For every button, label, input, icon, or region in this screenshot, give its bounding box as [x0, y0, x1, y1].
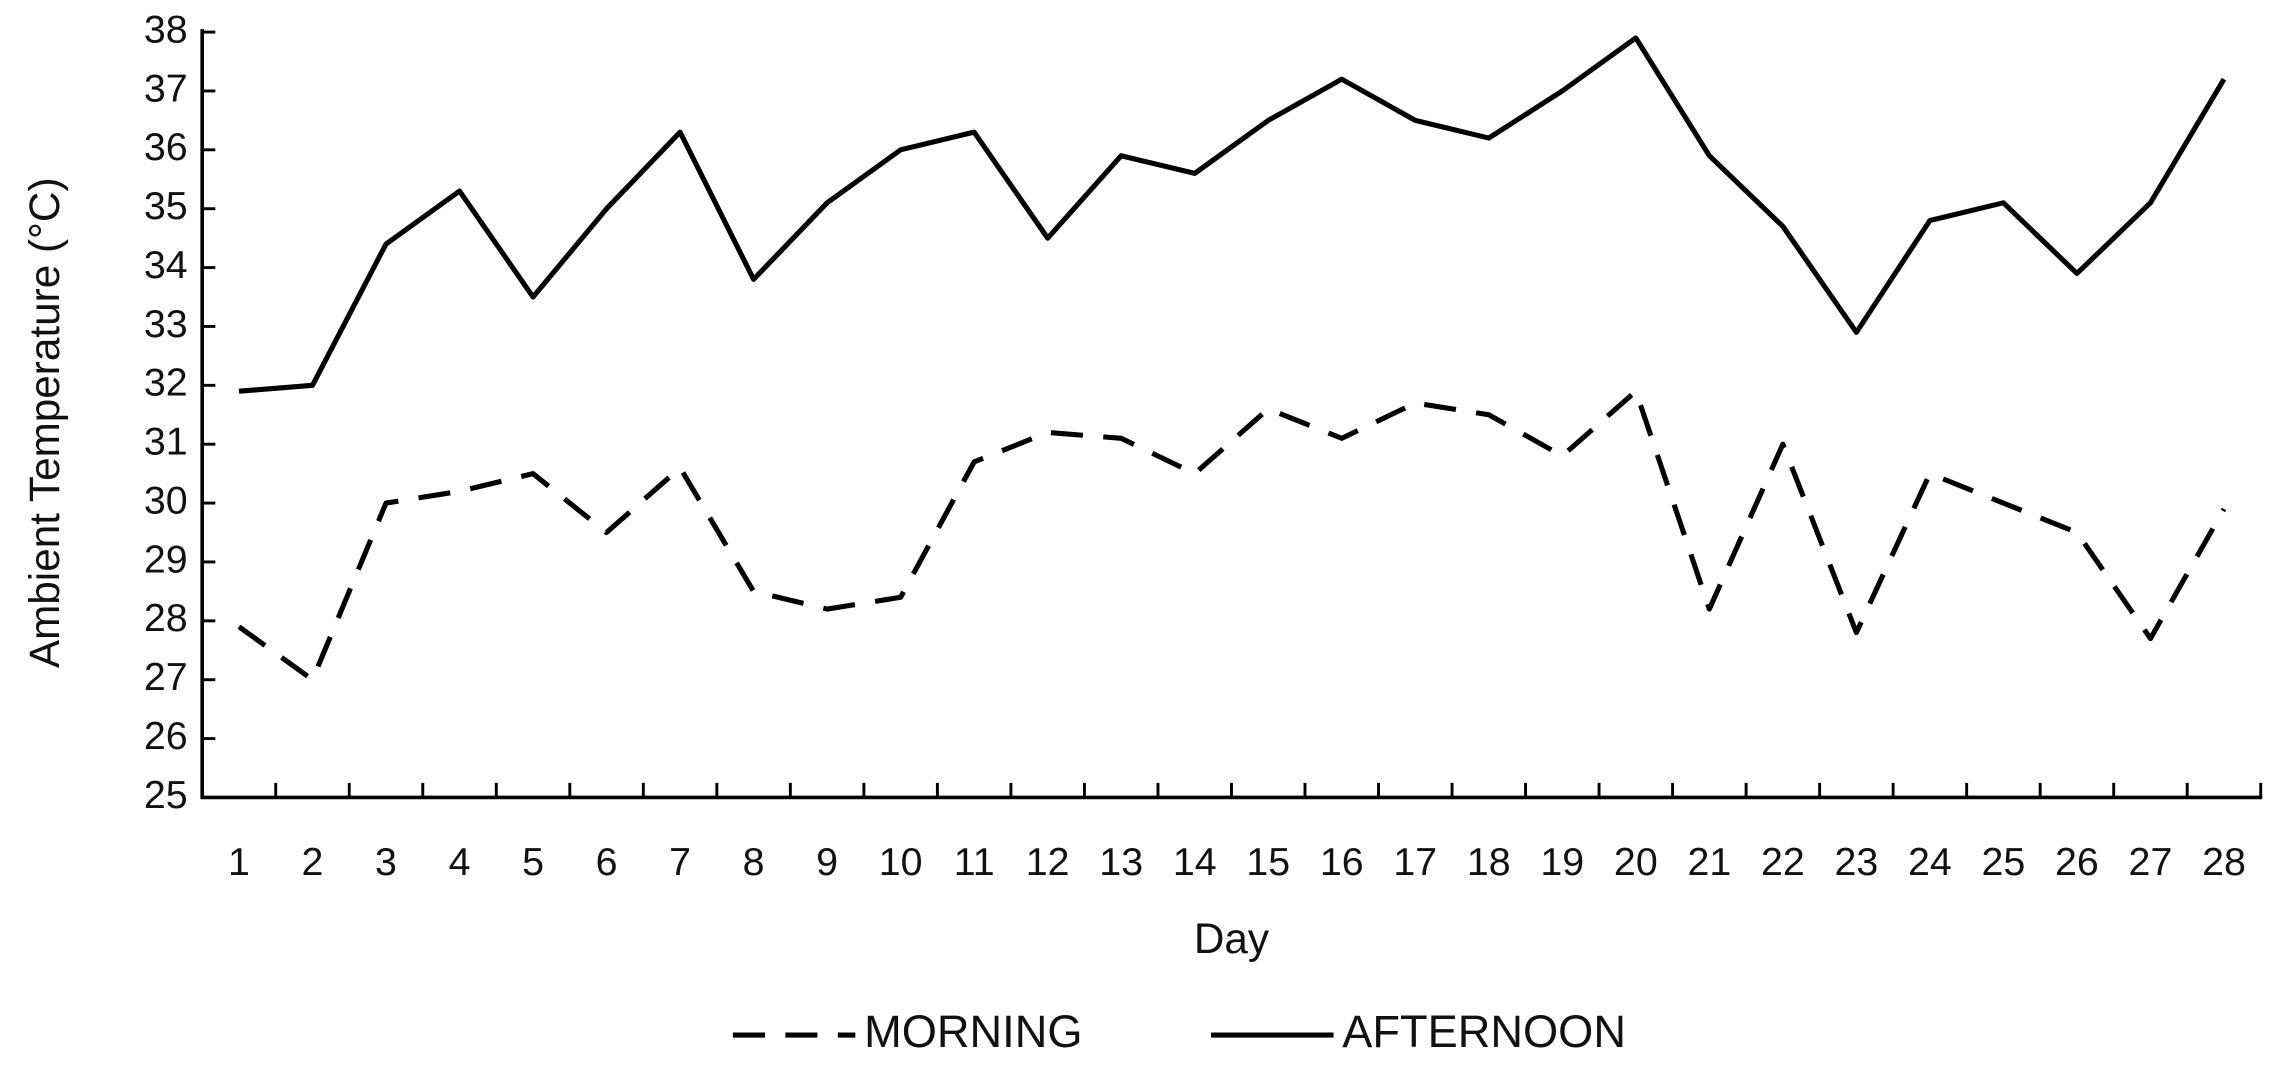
x-tick-label: 6 — [596, 840, 618, 884]
x-tick-label: 9 — [816, 840, 838, 884]
x-tick-label: 3 — [375, 840, 397, 884]
x-tick-label: 10 — [879, 840, 923, 884]
y-tick-label: 27 — [144, 655, 188, 699]
x-tick-label: 1 — [228, 840, 250, 884]
x-tick-label: 15 — [1246, 840, 1290, 884]
x-tick-label: 22 — [1761, 840, 1805, 884]
y-tick-label: 34 — [144, 243, 188, 287]
x-tick-label: 4 — [449, 840, 471, 884]
x-tick-label: 26 — [2055, 840, 2099, 884]
x-tick-label: 13 — [1099, 840, 1143, 884]
y-tick-label: 31 — [144, 420, 188, 464]
legend-label: MORNING — [864, 1006, 1082, 1057]
x-tick-label: 7 — [669, 840, 691, 884]
y-tick-label: 28 — [144, 596, 188, 640]
y-tick-label: 35 — [144, 184, 188, 228]
y-tick-label: 37 — [144, 66, 188, 110]
x-tick-label: 27 — [2129, 840, 2173, 884]
x-tick-label: 28 — [2202, 840, 2246, 884]
x-tick-label: 2 — [302, 840, 324, 884]
y-tick-label: 33 — [144, 302, 188, 346]
x-tick-label: 25 — [1982, 840, 2026, 884]
x-tick-label: 5 — [522, 840, 544, 884]
y-axis-label: Ambient Temperature (°C) — [21, 177, 68, 668]
x-tick-label: 21 — [1687, 840, 1731, 884]
x-tick-label: 16 — [1320, 840, 1364, 884]
legend-label: AFTERNOON — [1342, 1006, 1626, 1057]
y-tick-label: 36 — [144, 125, 188, 169]
y-tick-label: 30 — [144, 478, 188, 522]
y-tick-label: 25 — [144, 773, 188, 817]
x-axis-label: Day — [1194, 915, 1270, 962]
x-tick-label: 11 — [954, 840, 995, 884]
y-tick-label: 29 — [144, 537, 188, 581]
x-tick-label: 12 — [1026, 840, 1070, 884]
x-tick-label: 18 — [1467, 840, 1511, 884]
x-tick-label: 8 — [743, 840, 765, 884]
y-tick-label: 32 — [144, 361, 188, 405]
series-line — [237, 388, 2227, 683]
x-tick-label: 20 — [1614, 840, 1658, 884]
y-tick-label: 26 — [144, 714, 188, 758]
x-tick-label: 17 — [1393, 840, 1437, 884]
series-line — [238, 35, 2227, 394]
y-tick-label: 38 — [144, 7, 188, 51]
x-tick-label: 23 — [1834, 840, 1878, 884]
x-tick-label: 14 — [1173, 840, 1217, 884]
x-tick-label: 24 — [1908, 840, 1952, 884]
x-tick-label: 19 — [1540, 840, 1584, 884]
